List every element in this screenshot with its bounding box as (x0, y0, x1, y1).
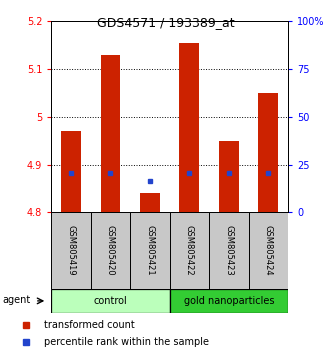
Bar (91, 212, 130, 289)
Bar (219, 141, 239, 212)
Text: GDS4571 / 193389_at: GDS4571 / 193389_at (97, 16, 234, 29)
Bar (51, 289, 169, 313)
Bar (179, 43, 199, 212)
Text: GSM805420: GSM805420 (106, 225, 115, 276)
Text: percentile rank within the sample: percentile rank within the sample (44, 337, 209, 347)
Bar (209, 212, 249, 289)
Text: GSM805421: GSM805421 (145, 225, 155, 276)
Text: gold nanoparticles: gold nanoparticles (184, 296, 274, 306)
Text: control: control (94, 296, 127, 306)
Text: GSM805423: GSM805423 (224, 225, 233, 276)
Text: transformed count: transformed count (44, 320, 135, 331)
Text: agent: agent (3, 295, 31, 305)
Bar (101, 55, 120, 212)
Bar (140, 193, 160, 212)
Bar (169, 212, 209, 289)
Bar (130, 212, 169, 289)
Text: GSM805419: GSM805419 (67, 225, 75, 276)
Bar (249, 212, 288, 289)
Bar (169, 289, 288, 313)
Text: GSM805422: GSM805422 (185, 225, 194, 276)
Bar (51, 212, 91, 289)
Text: GSM805424: GSM805424 (264, 225, 273, 276)
Bar (259, 93, 278, 212)
Bar (61, 131, 81, 212)
